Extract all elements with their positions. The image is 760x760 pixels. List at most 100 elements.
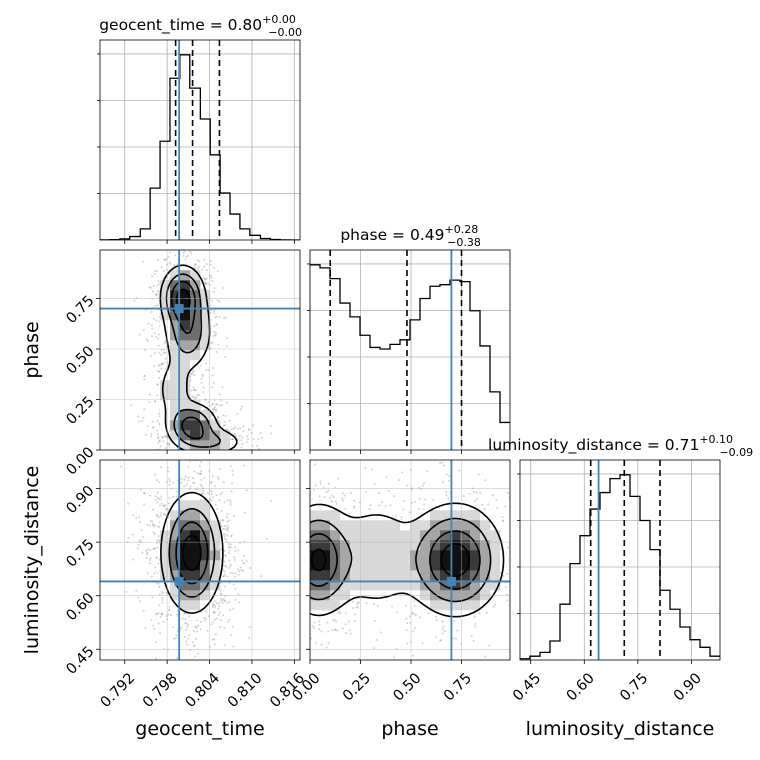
- sample-point: [198, 473, 201, 476]
- sample-point: [151, 335, 154, 338]
- sample-point: [287, 578, 289, 580]
- density-cell: [480, 540, 491, 551]
- sample-point: [193, 625, 196, 628]
- sample-point: [441, 628, 444, 631]
- sample-point: [146, 551, 149, 554]
- density-cell: [350, 570, 361, 581]
- density-cell: [200, 420, 211, 431]
- sample-point: [284, 557, 286, 559]
- sample-point: [262, 576, 264, 578]
- sample-point: [137, 543, 140, 546]
- sample-point: [268, 564, 270, 566]
- density-cell: [390, 550, 401, 561]
- sample-point: [156, 491, 159, 494]
- sample-point: [227, 519, 230, 522]
- sample-point: [201, 268, 204, 271]
- x-tick-label: 0.90: [671, 670, 705, 704]
- density-cell: [190, 330, 201, 341]
- sample-point: [439, 462, 442, 465]
- sample-point: [228, 566, 231, 569]
- density-cell: [170, 530, 181, 541]
- sample-point: [204, 617, 207, 620]
- sample-point: [274, 507, 276, 509]
- sample-point: [192, 370, 195, 373]
- sample-point: [216, 452, 218, 454]
- sample-point: [373, 619, 376, 622]
- density-cell: [350, 530, 361, 541]
- sample-point: [172, 637, 175, 640]
- panel-title: luminosity_distance = 0.71+0.10: [488, 433, 733, 455]
- x-axis-label: phase: [381, 718, 438, 740]
- sample-point: [232, 645, 235, 648]
- sample-point: [214, 618, 217, 621]
- sample-point: [192, 386, 195, 389]
- sample-point: [344, 632, 347, 635]
- sample-point: [334, 486, 337, 489]
- x-tick-label: 0.810: [225, 670, 266, 711]
- sample-point: [418, 497, 421, 500]
- sample-point: [150, 619, 153, 622]
- sample-point: [512, 591, 514, 593]
- sample-point: [326, 621, 329, 624]
- sample-point: [456, 629, 459, 632]
- density-cell: [190, 580, 201, 591]
- sample-point: [307, 554, 309, 556]
- sample-point: [485, 611, 488, 614]
- density-cell: [190, 490, 201, 501]
- sample-point: [212, 407, 215, 410]
- density-cell: [200, 570, 211, 581]
- sample-point: [144, 627, 147, 630]
- sample-point: [153, 352, 156, 355]
- sample-point: [185, 452, 187, 454]
- sample-point: [239, 427, 242, 430]
- y-tick-label: 0.60: [64, 590, 98, 624]
- sample-point: [183, 612, 186, 615]
- density-cell: [410, 580, 421, 591]
- sample-point: [297, 465, 299, 467]
- sample-point: [401, 471, 404, 474]
- sample-point: [146, 425, 149, 428]
- sample-point: [484, 655, 487, 658]
- sample-point: [210, 455, 212, 457]
- x-axis-label: luminosity_distance: [526, 718, 715, 740]
- sample-point: [119, 465, 122, 468]
- sample-point: [280, 553, 282, 555]
- density-cell: [460, 520, 471, 531]
- density-cell: [160, 540, 171, 551]
- density-cell: [180, 380, 191, 391]
- density-cell: [210, 560, 221, 571]
- sample-point: [336, 629, 339, 632]
- sample-point: [304, 529, 306, 531]
- sample-point: [514, 544, 516, 546]
- density-cell: [340, 560, 351, 571]
- sample-point: [245, 560, 248, 563]
- density-cell: [160, 380, 171, 391]
- density-cell: [160, 300, 171, 311]
- density-cell: [420, 560, 431, 571]
- sample-point: [184, 475, 187, 478]
- sample-point: [408, 615, 411, 618]
- sample-point: [349, 632, 352, 635]
- sample-point: [290, 592, 292, 594]
- density-cell: [490, 520, 501, 531]
- density-cell: [440, 550, 451, 561]
- sample-point: [240, 446, 243, 449]
- sample-point: [234, 426, 237, 429]
- sample-point: [484, 479, 487, 482]
- sample-point: [145, 338, 148, 341]
- sample-point: [426, 470, 429, 473]
- sample-point: [226, 520, 229, 523]
- sample-point: [231, 473, 234, 476]
- sample-point: [210, 499, 213, 502]
- sample-point: [302, 571, 304, 573]
- sample-point: [189, 373, 192, 376]
- density-cell: [410, 520, 421, 531]
- sample-point: [223, 644, 226, 647]
- sample-point: [204, 278, 207, 281]
- sample-point: [216, 416, 219, 419]
- sample-point: [200, 472, 203, 475]
- sample-point: [232, 572, 235, 575]
- contour-level-4: [182, 534, 202, 571]
- sample-point: [168, 443, 171, 446]
- sample-point: [518, 533, 520, 535]
